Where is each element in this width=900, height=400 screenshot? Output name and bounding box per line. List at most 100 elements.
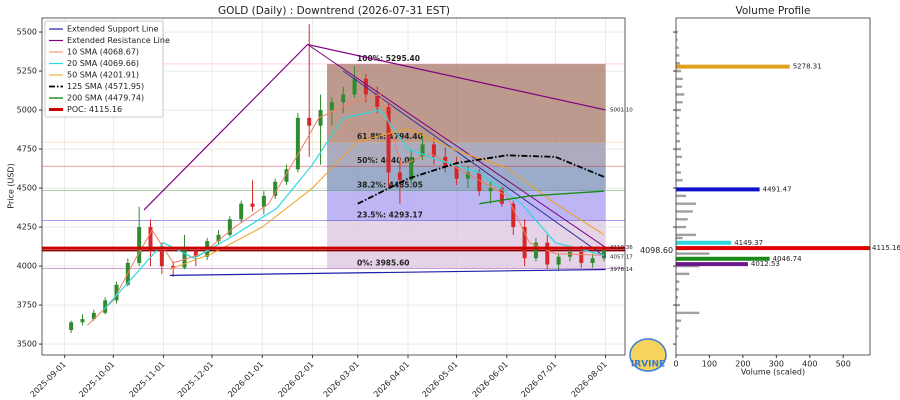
vp-bar: [676, 319, 682, 322]
vp-bar: [676, 272, 690, 276]
vp-x-tick-label: 300: [769, 360, 784, 369]
legend-label: Extended Resistance Line: [67, 36, 170, 45]
candle-body: [477, 172, 482, 192]
candle-body: [352, 78, 357, 95]
vp-bar: [676, 179, 683, 182]
y-tick-label: 5000: [17, 106, 37, 115]
y-tick-label: 4250: [17, 223, 37, 232]
vp-price-label: 4046.74: [773, 255, 802, 263]
candle-body: [386, 106, 391, 173]
candle-body: [148, 227, 153, 251]
candle-body: [511, 203, 516, 228]
series-line: [86, 93, 604, 326]
vp-bar: [676, 77, 683, 81]
candle-body: [431, 144, 436, 157]
vp-bar: [676, 280, 680, 283]
vp-bar: [676, 225, 687, 229]
fib-zone: [327, 63, 606, 143]
vp-highlight-bar: [676, 240, 732, 245]
candle-body: [261, 195, 266, 207]
vp-bar: [676, 252, 710, 255]
y-tick-label: 3500: [17, 340, 37, 349]
vp-highlight-bar: [676, 256, 770, 261]
candle-body: [295, 117, 300, 170]
candle-body: [329, 102, 334, 111]
vp-bar: [676, 101, 683, 104]
series-line: [169, 268, 606, 276]
volume-title: Volume Profile: [735, 5, 810, 17]
vp-highlight-bar: [676, 187, 760, 192]
legend-label: 10 SMA (4068.67): [67, 48, 139, 57]
legend-label: 200 SMA (4479.74): [67, 94, 144, 103]
vp-bar: [676, 124, 679, 127]
end-label: 4119.36: [610, 245, 633, 251]
vp-bar: [676, 335, 678, 338]
candle-body: [556, 256, 561, 265]
candle-body: [409, 156, 414, 181]
logo: IRVINE: [629, 338, 667, 372]
vp-bar: [676, 30, 678, 34]
price-line-label: 4098.60: [640, 246, 673, 255]
vp-bar: [676, 236, 683, 240]
vp-bar: [676, 155, 683, 159]
candle-body: [488, 188, 493, 192]
candle-body: [590, 258, 595, 263]
candle-body: [159, 250, 164, 267]
end-label: 3978.14: [610, 267, 633, 273]
vp-bar: [676, 116, 680, 120]
vp-highlight-bar: [676, 64, 790, 69]
end-label: 4057.17: [610, 255, 633, 261]
legend-box: [44, 20, 164, 118]
candle-body: [341, 94, 346, 103]
fib-label: 100%: 5295.40: [357, 54, 420, 63]
candle-body: [80, 319, 85, 323]
series-line: [357, 154, 605, 205]
vp-bar: [676, 288, 679, 291]
legend-label: POC: 4115.16: [67, 105, 122, 114]
vp-highlight-bar: [676, 262, 748, 267]
candle-body: [397, 172, 402, 181]
vp-bar: [676, 54, 680, 57]
vp-frame: [675, 17, 871, 356]
vp-bar: [676, 62, 681, 65]
vp-bar: [676, 147, 682, 151]
candle-body: [227, 219, 232, 235]
fib-label: 38.2%: 4485.05: [357, 180, 423, 189]
vp-x-tick-label: 200: [735, 360, 750, 369]
vp-bar: [676, 202, 697, 205]
vp-price-label: 4115.16: [872, 244, 900, 252]
y-tick-label: 4000: [17, 262, 37, 271]
vp-x-tick-label: 0: [673, 360, 678, 369]
y-tick-label: 4750: [17, 145, 37, 154]
vp-x-tick-label: 100: [702, 360, 717, 369]
logo-text: IRVINE: [631, 360, 665, 370]
vp-bar: [676, 85, 683, 88]
vp-bar: [676, 69, 682, 73]
vp-price-label: 4491.47: [763, 185, 792, 193]
fib-label: 0%: 3985.60: [357, 258, 410, 267]
candle-body: [499, 188, 504, 204]
candle-body: [171, 266, 176, 268]
vp-bar: [676, 194, 687, 198]
candle-body: [522, 227, 527, 259]
vp-bar: [676, 311, 700, 315]
vp-bar: [676, 210, 693, 213]
candle-body: [454, 166, 459, 179]
candle-body: [69, 322, 74, 331]
vp-bar: [676, 38, 678, 42]
candle-body: [284, 169, 289, 182]
vp-price-label: 5278.31: [793, 63, 822, 71]
vp-price-label: 4012.53: [751, 260, 780, 268]
candle-body: [318, 110, 323, 126]
candle-body: [545, 242, 550, 265]
candle-body: [103, 300, 108, 313]
vp-bar: [676, 163, 681, 166]
series-line: [479, 190, 604, 205]
volume-x-label: Volume (scaled): [741, 368, 805, 377]
vp-bar: [676, 218, 688, 221]
vp-bar: [676, 327, 679, 330]
vp-bar: [676, 132, 680, 135]
vp-bar: [676, 140, 681, 143]
logo-badge: [629, 338, 667, 372]
